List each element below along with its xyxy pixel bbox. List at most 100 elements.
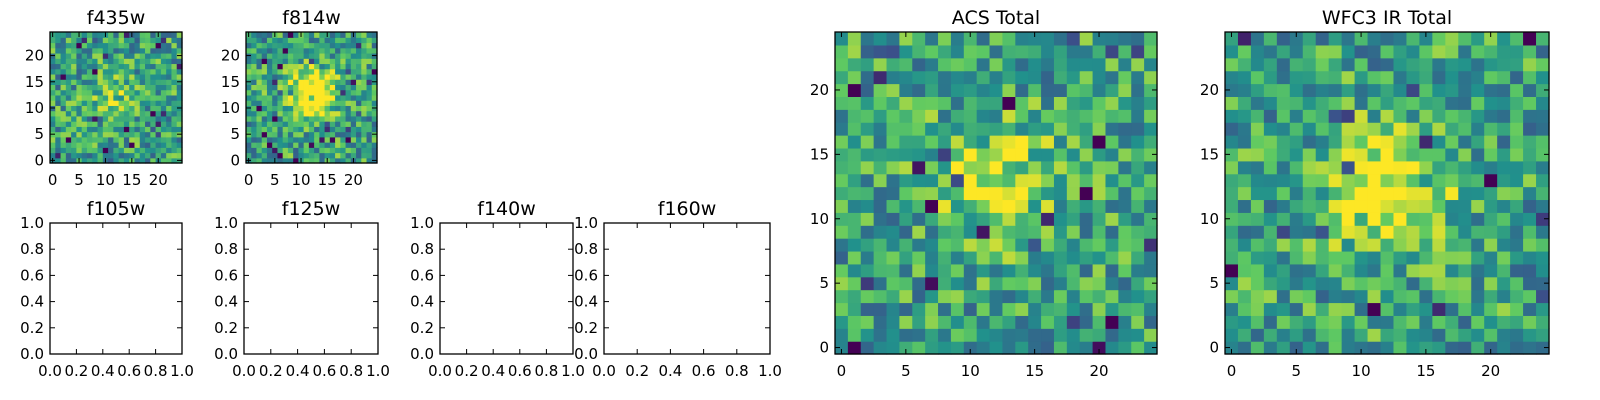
heatmap-cell	[108, 152, 114, 159]
heatmap-cell	[1002, 238, 1016, 252]
heatmap-cell	[113, 105, 120, 112]
heatmap-cell	[71, 47, 77, 54]
heatmap-cell	[55, 105, 62, 112]
heatmap-cell	[266, 142, 273, 148]
heatmap-cell	[938, 328, 952, 342]
heatmap-cell	[1315, 70, 1330, 85]
heatmap-cell	[118, 131, 125, 138]
heatmap-cell	[1276, 135, 1291, 149]
heatmap-cell	[1510, 212, 1524, 226]
heatmap-cell	[1445, 263, 1459, 278]
heatmap-cell	[1066, 276, 1081, 291]
heatmap-cell	[86, 126, 93, 133]
heatmap-cell	[1276, 199, 1291, 213]
heatmap-cell	[1289, 250, 1304, 265]
heatmap-cell	[1367, 276, 1382, 291]
heatmap-cell	[108, 32, 114, 38]
heatmap-cell	[266, 115, 273, 122]
heatmap-cell	[1445, 83, 1459, 97]
heatmap-cell	[1380, 147, 1395, 162]
heatmap-cell	[108, 136, 114, 143]
heatmap-cell	[1393, 70, 1408, 85]
heatmap-cell	[1131, 225, 1145, 239]
x-tick-label: 10	[96, 171, 115, 189]
heatmap-cell	[266, 110, 273, 117]
heatmap-cell	[155, 63, 162, 70]
heatmap-cell	[308, 47, 315, 54]
heatmap-cell	[1393, 122, 1408, 136]
heatmap-cell	[925, 109, 939, 123]
heatmap-cell	[912, 199, 926, 213]
heatmap-cell	[925, 96, 939, 110]
heatmap-cell	[176, 63, 183, 70]
heatmap-cell	[303, 136, 310, 143]
heatmap-cell	[277, 79, 284, 85]
heatmap-cell	[1328, 160, 1343, 175]
heatmap-cell	[1354, 250, 1369, 265]
heatmap-cell	[1341, 302, 1356, 316]
heatmap-cell	[76, 73, 83, 80]
heatmap-cell	[1432, 173, 1446, 188]
heatmap-cell	[1458, 302, 1472, 316]
heatmap-cell	[345, 73, 352, 80]
heatmap-cell	[1497, 160, 1511, 175]
x-tick-label: 10	[291, 171, 310, 189]
heatmap-cell	[155, 68, 162, 75]
heatmap-cell	[1105, 186, 1119, 201]
heatmap-cell	[925, 83, 939, 97]
heatmap-cell	[102, 136, 109, 143]
heatmap-cell	[1041, 135, 1055, 149]
heatmap-cell	[1471, 135, 1485, 149]
heatmap-cell	[1118, 109, 1132, 123]
heatmap-cell	[366, 58, 373, 65]
panel-title: WFC3 IR Total	[1322, 7, 1452, 29]
heatmap-cell	[1393, 341, 1408, 355]
heatmap-cell	[155, 52, 162, 59]
heatmap-cell	[60, 152, 67, 159]
heatmap-cell	[97, 58, 104, 65]
heatmap-cell	[1118, 44, 1132, 59]
heatmap-cell	[335, 63, 341, 70]
heatmap-cell	[1105, 32, 1119, 46]
heatmap-cell	[102, 47, 109, 54]
heatmap-cell	[1276, 44, 1291, 59]
heatmap-cell	[1028, 57, 1042, 72]
heatmap-cell	[65, 42, 72, 49]
heatmap-cell	[1131, 199, 1145, 213]
heatmap-cell	[324, 152, 331, 159]
heatmap-cell	[86, 37, 93, 44]
heatmap-cell	[350, 37, 357, 44]
heatmap-cell	[102, 110, 109, 117]
heatmap-cell	[989, 328, 1004, 342]
heatmap-cell	[287, 37, 294, 44]
heatmap-cell	[92, 126, 99, 133]
heatmap-cell	[1015, 302, 1029, 316]
heatmap-cell	[1354, 302, 1369, 316]
heatmap-cell	[925, 212, 939, 226]
heatmap-cell	[81, 142, 88, 148]
heatmap-cell	[251, 115, 258, 122]
heatmap-cell	[1458, 32, 1472, 46]
heatmap-cell	[976, 315, 991, 329]
heatmap-cell	[1510, 160, 1524, 175]
heatmap-cell	[134, 157, 141, 164]
heatmap-cell	[1393, 250, 1408, 265]
heatmap-cell	[1002, 122, 1016, 136]
heatmap-cell	[293, 32, 299, 38]
heatmap-cell	[1458, 147, 1472, 162]
heatmap-cell	[976, 341, 991, 355]
heatmap-cell	[129, 58, 136, 65]
heatmap-cell	[1053, 212, 1068, 226]
heatmap-cell	[1341, 122, 1356, 136]
heatmap-cell	[873, 135, 888, 149]
heatmap-cell	[1406, 199, 1420, 213]
heatmap-cell	[129, 84, 136, 91]
heatmap-cell	[1066, 122, 1081, 136]
heatmap-cell	[319, 115, 326, 122]
heatmap-cell	[1118, 96, 1132, 110]
heatmap-cell	[1289, 263, 1304, 278]
heatmap-cell	[976, 160, 991, 175]
y-tick-label: 0.2	[410, 319, 434, 337]
heatmap-cell	[1484, 212, 1498, 226]
heatmap-cell	[899, 109, 913, 123]
